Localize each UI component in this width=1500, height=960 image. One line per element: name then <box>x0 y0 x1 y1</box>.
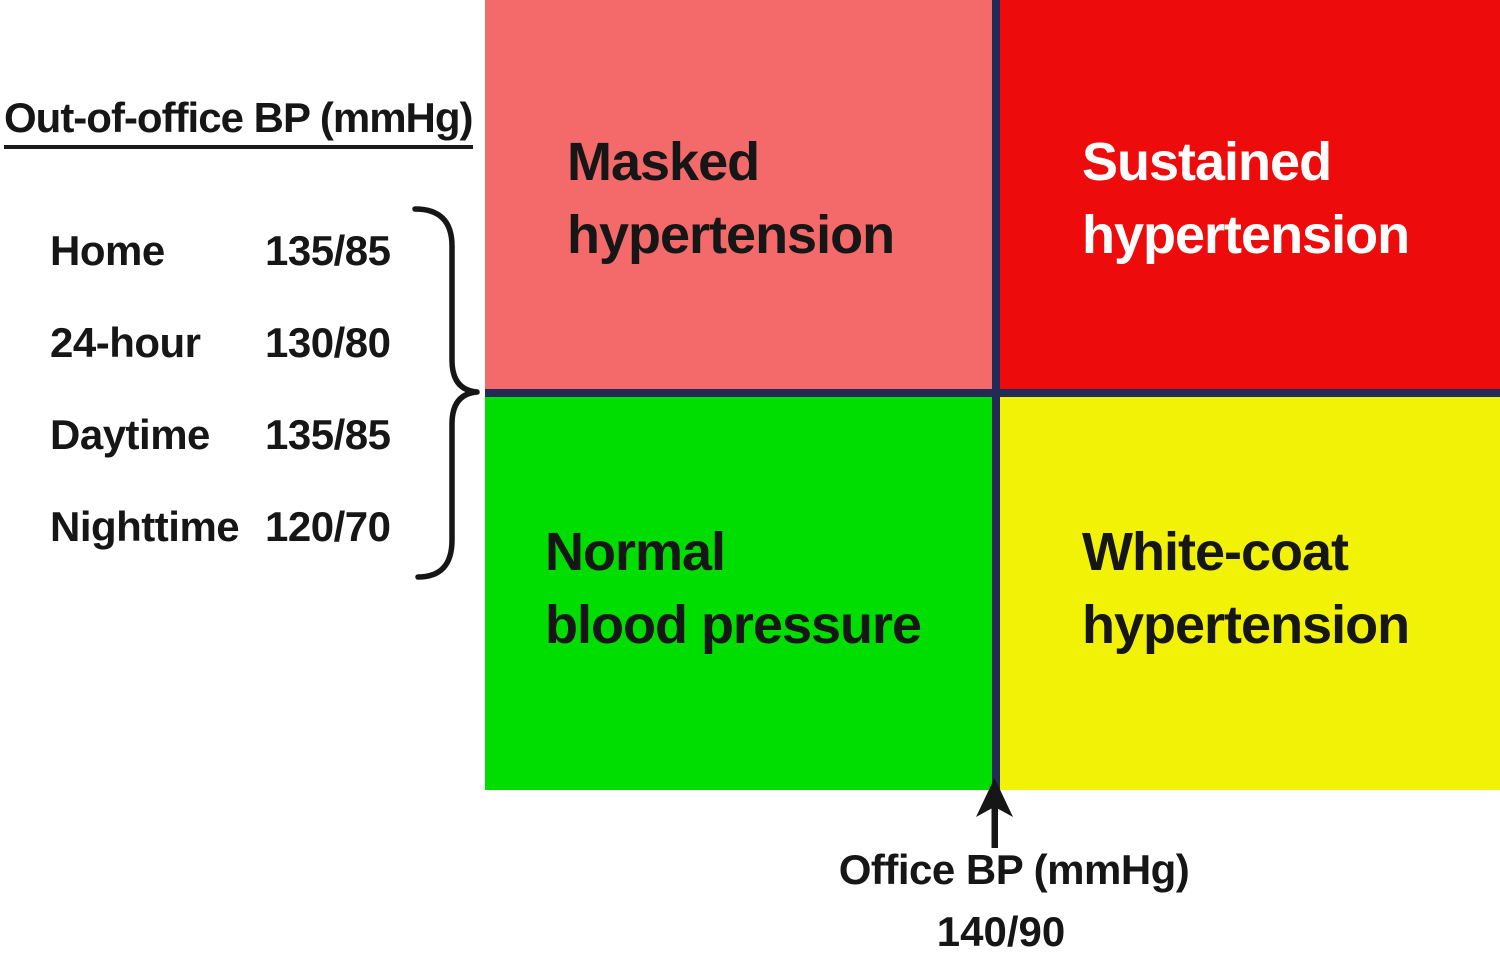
whitecoat-line2: hypertension <box>1082 595 1410 655</box>
quadrant-white-coat-hypertension <box>999 396 1500 790</box>
sustained-hypertension-label: Sustained hypertension <box>1082 126 1410 272</box>
row-24-hour-value: 130/80 <box>265 319 391 366</box>
sustained-line2: hypertension <box>1082 205 1410 265</box>
masked-line2: hypertension <box>567 205 895 265</box>
normal-blood-pressure-label: Normal blood pressure <box>545 516 922 662</box>
quadrant-masked-hypertension <box>485 0 994 391</box>
whitecoat-line1: White-coat <box>1082 522 1349 582</box>
up-arrow-icon <box>976 778 1013 848</box>
row-nighttime-label: Nighttime <box>50 503 240 550</box>
row-home-value: 135/85 <box>265 227 391 274</box>
table-row-home: Home 135/85 <box>50 226 410 276</box>
office-bp-axis-label: Office BP (mmHg) <box>838 846 1190 893</box>
normal-line2: blood pressure <box>545 595 922 655</box>
out-of-office-bp-heading: Out-of-office BP (mmHg) <box>4 94 474 149</box>
white-coat-hypertension-label: White-coat hypertension <box>1082 516 1410 662</box>
arrow-head <box>976 778 1013 817</box>
table-row-24-hour: 24-hour 130/80 <box>50 318 410 368</box>
masked-hypertension-label: Masked hypertension <box>567 126 895 272</box>
out-of-office-bp-table: Home 135/85 24-hour 130/80 Daytime 135/8… <box>50 226 410 576</box>
row-24-hour-label: 24-hour <box>50 319 201 366</box>
table-row-nighttime: Nighttime 120/70 <box>50 502 410 552</box>
curly-brace-path <box>412 206 480 580</box>
row-daytime-value: 135/85 <box>265 411 391 458</box>
row-nighttime-value: 120/70 <box>265 503 391 550</box>
curly-brace-icon <box>412 206 480 580</box>
out-of-office-bp-threshold-line <box>485 389 1500 397</box>
quadrant-normal-blood-pressure <box>485 396 994 790</box>
row-home-label: Home <box>50 227 165 274</box>
table-row-daytime: Daytime 135/85 <box>50 410 410 460</box>
quadrant-sustained-hypertension <box>999 0 1500 391</box>
office-bp-threshold-value: 140/90 <box>936 908 1066 955</box>
arrow-stem <box>991 803 998 848</box>
normal-line1: Normal <box>545 522 726 582</box>
masked-line1: Masked <box>567 132 760 192</box>
sustained-line1: Sustained <box>1082 132 1332 192</box>
row-daytime-label: Daytime <box>50 411 210 458</box>
